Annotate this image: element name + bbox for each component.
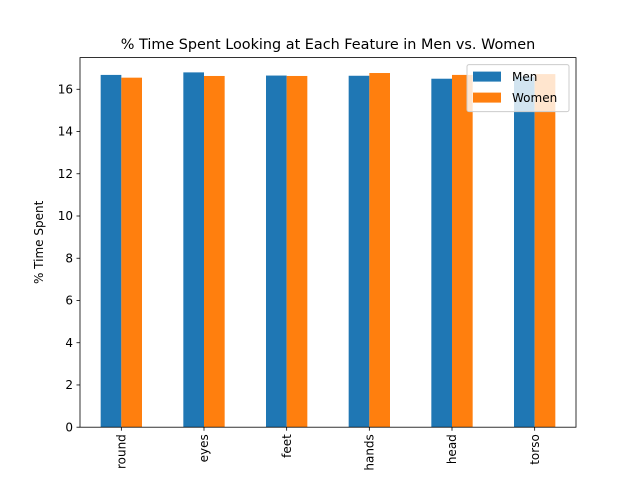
legend-swatch-women (473, 92, 501, 103)
bar-men-torso (514, 76, 535, 428)
legend: Men Women (466, 64, 570, 113)
y-tick-label: 12 (58, 167, 73, 181)
y-tick-label: 0 (65, 420, 73, 434)
bar-men-feet (266, 75, 287, 428)
x-axis: round eyes feet hands head torso (115, 427, 542, 471)
bar-men-round (100, 74, 122, 428)
chart-title: % Time Spent Looking at Each Feature in … (121, 37, 536, 53)
legend-label-women: Women (512, 91, 557, 105)
x-tick-label-torso: torso (528, 434, 542, 465)
x-tick-label-head: head (445, 434, 459, 464)
y-tick-label: 10 (58, 209, 73, 223)
bar-women-head (452, 74, 473, 428)
y-tick-label: 2 (65, 378, 73, 392)
y-tick-label: 14 (58, 125, 73, 139)
x-tick-label-feet: feet (280, 434, 294, 458)
bar-women-torso (534, 74, 556, 428)
bars-group (100, 72, 556, 428)
bar-women-eyes (204, 75, 225, 428)
y-tick-label: 6 (65, 294, 73, 308)
y-axis: 0 2 4 6 8 10 12 14 16 (58, 82, 80, 434)
y-tick-label: 8 (65, 251, 73, 265)
y-axis-label: % Time Spent (32, 200, 46, 284)
bar-women-round (121, 77, 142, 428)
legend-swatch-men (473, 71, 501, 82)
x-tick-label-hands: hands (363, 434, 377, 470)
bar-men-hands (348, 75, 370, 428)
y-tick-label: 4 (65, 336, 73, 350)
x-tick-label-eyes: eyes (197, 434, 211, 462)
bar-women-hands (369, 73, 390, 428)
bar-men-eyes (183, 72, 204, 428)
x-tick-label-round: round (115, 434, 129, 469)
bar-women-feet (286, 75, 308, 428)
y-tick-label: 16 (58, 82, 73, 96)
plot-frame (79, 57, 577, 428)
bar-men-head (431, 78, 452, 428)
legend-label-men: Men (512, 70, 537, 84)
